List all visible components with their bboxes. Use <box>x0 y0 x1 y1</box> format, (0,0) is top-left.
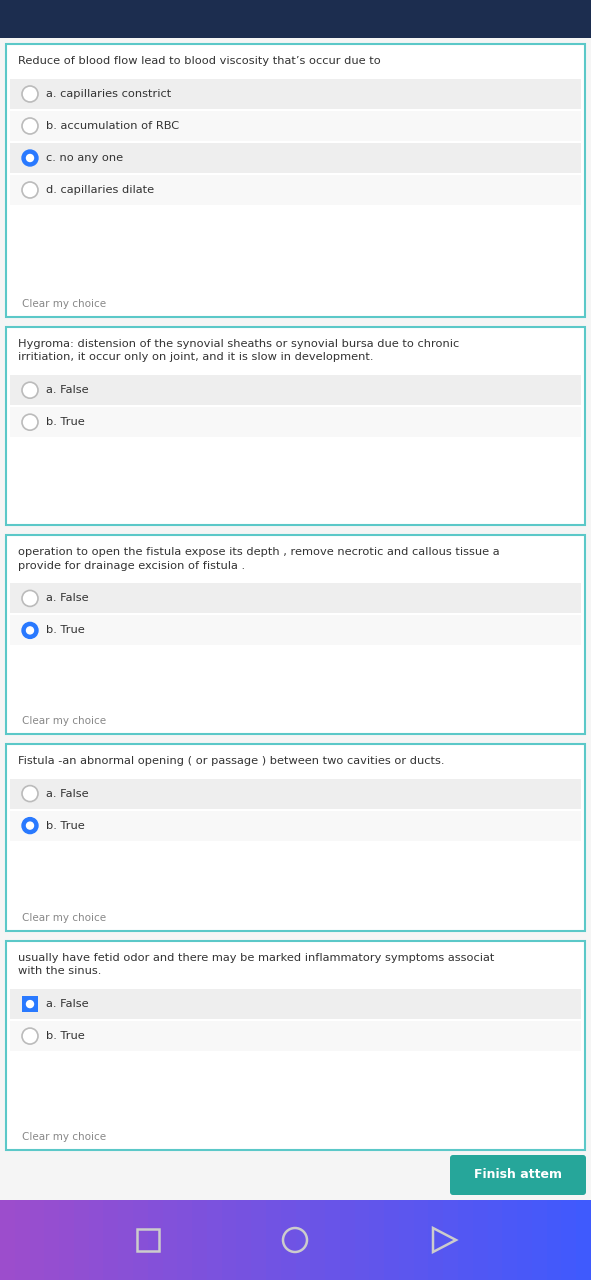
Text: Clear my choice: Clear my choice <box>22 716 106 726</box>
Ellipse shape <box>22 118 38 134</box>
Text: Finish attem: Finish attem <box>474 1169 562 1181</box>
FancyBboxPatch shape <box>6 941 585 1149</box>
FancyBboxPatch shape <box>22 996 38 1012</box>
Ellipse shape <box>22 786 38 801</box>
FancyBboxPatch shape <box>6 44 585 317</box>
Text: a. False: a. False <box>46 1000 89 1009</box>
Ellipse shape <box>27 1001 34 1007</box>
Text: a. False: a. False <box>46 788 89 799</box>
Bar <box>310 1201 326 1280</box>
Bar <box>547 1201 563 1280</box>
Text: Hygroma: distension of the synovial sheaths or synovial bursa due to chronic
irr: Hygroma: distension of the synovial shea… <box>18 339 459 362</box>
Bar <box>192 1201 208 1280</box>
Ellipse shape <box>22 182 38 198</box>
Bar <box>10 989 581 1019</box>
Bar <box>10 616 581 645</box>
Bar <box>266 1201 282 1280</box>
Bar <box>355 1201 371 1280</box>
Ellipse shape <box>22 150 38 166</box>
Ellipse shape <box>22 622 38 639</box>
Text: operation to open the fistula expose its depth , remove necrotic and callous tis: operation to open the fistula expose its… <box>18 548 499 571</box>
Bar <box>89 1201 105 1280</box>
Bar <box>414 1201 430 1280</box>
Text: Clear my choice: Clear my choice <box>22 913 106 923</box>
Bar <box>30 1201 46 1280</box>
Bar <box>561 1201 577 1280</box>
Text: c. no any one: c. no any one <box>46 154 123 163</box>
Text: a. capillaries constrict: a. capillaries constrict <box>46 90 171 99</box>
Bar <box>133 1201 149 1280</box>
Bar <box>163 1201 178 1280</box>
Bar <box>517 1201 533 1280</box>
Bar <box>10 79 581 109</box>
Bar <box>488 1201 504 1280</box>
Bar <box>10 143 581 173</box>
Ellipse shape <box>22 86 38 102</box>
FancyBboxPatch shape <box>6 535 585 733</box>
Bar <box>74 1201 90 1280</box>
Ellipse shape <box>22 1028 38 1044</box>
Bar <box>325 1201 341 1280</box>
Text: usually have fetid odor and there may be marked inflammatory symptoms associat
w: usually have fetid odor and there may be… <box>18 954 495 977</box>
Bar <box>10 584 581 613</box>
Bar <box>15 1201 31 1280</box>
Ellipse shape <box>27 155 34 161</box>
FancyBboxPatch shape <box>450 1155 586 1196</box>
Text: d. capillaries dilate: d. capillaries dilate <box>46 186 154 195</box>
Ellipse shape <box>22 383 38 398</box>
Bar <box>251 1201 267 1280</box>
Bar <box>428 1201 444 1280</box>
Bar <box>148 1201 164 1280</box>
Bar <box>10 1021 581 1051</box>
Bar <box>532 1201 548 1280</box>
Bar <box>10 375 581 406</box>
Text: b. True: b. True <box>46 820 85 831</box>
Bar <box>10 175 581 205</box>
Bar <box>222 1201 238 1280</box>
Bar <box>399 1201 415 1280</box>
Bar <box>296 1201 311 1280</box>
Bar <box>10 778 581 809</box>
Bar <box>576 1201 591 1280</box>
FancyBboxPatch shape <box>6 328 585 525</box>
Bar <box>10 810 581 841</box>
Text: Fistula -an abnormal opening ( or passage ) between two cavities or ducts.: Fistula -an abnormal opening ( or passag… <box>18 755 444 765</box>
Bar <box>103 1201 119 1280</box>
Bar <box>44 1201 60 1280</box>
Bar <box>281 1201 297 1280</box>
Text: b. True: b. True <box>46 417 85 428</box>
Ellipse shape <box>22 415 38 430</box>
Ellipse shape <box>27 627 34 634</box>
Bar <box>369 1201 385 1280</box>
Text: Clear my choice: Clear my choice <box>22 1132 106 1142</box>
Bar <box>137 1229 159 1251</box>
Bar <box>118 1201 134 1280</box>
FancyBboxPatch shape <box>6 744 585 931</box>
Bar <box>340 1201 356 1280</box>
Ellipse shape <box>27 822 34 829</box>
Text: a. False: a. False <box>46 594 89 603</box>
Ellipse shape <box>22 818 38 833</box>
Text: Clear my choice: Clear my choice <box>22 300 106 310</box>
Bar <box>384 1201 400 1280</box>
Text: a. False: a. False <box>46 385 89 396</box>
Bar <box>502 1201 518 1280</box>
Text: b. True: b. True <box>46 1032 85 1041</box>
Bar <box>10 111 581 141</box>
Bar <box>0 0 591 38</box>
Bar <box>59 1201 75 1280</box>
Text: Reduce of blood flow lead to blood viscosity that’s occur due to: Reduce of blood flow lead to blood visco… <box>18 56 381 67</box>
Bar <box>473 1201 489 1280</box>
Bar <box>10 407 581 438</box>
Bar <box>236 1201 252 1280</box>
Ellipse shape <box>22 590 38 607</box>
Text: b. True: b. True <box>46 626 85 635</box>
Bar <box>443 1201 459 1280</box>
Bar <box>0 1201 16 1280</box>
Bar <box>458 1201 474 1280</box>
Bar <box>207 1201 223 1280</box>
Text: b. accumulation of RBC: b. accumulation of RBC <box>46 122 179 131</box>
Bar <box>177 1201 193 1280</box>
